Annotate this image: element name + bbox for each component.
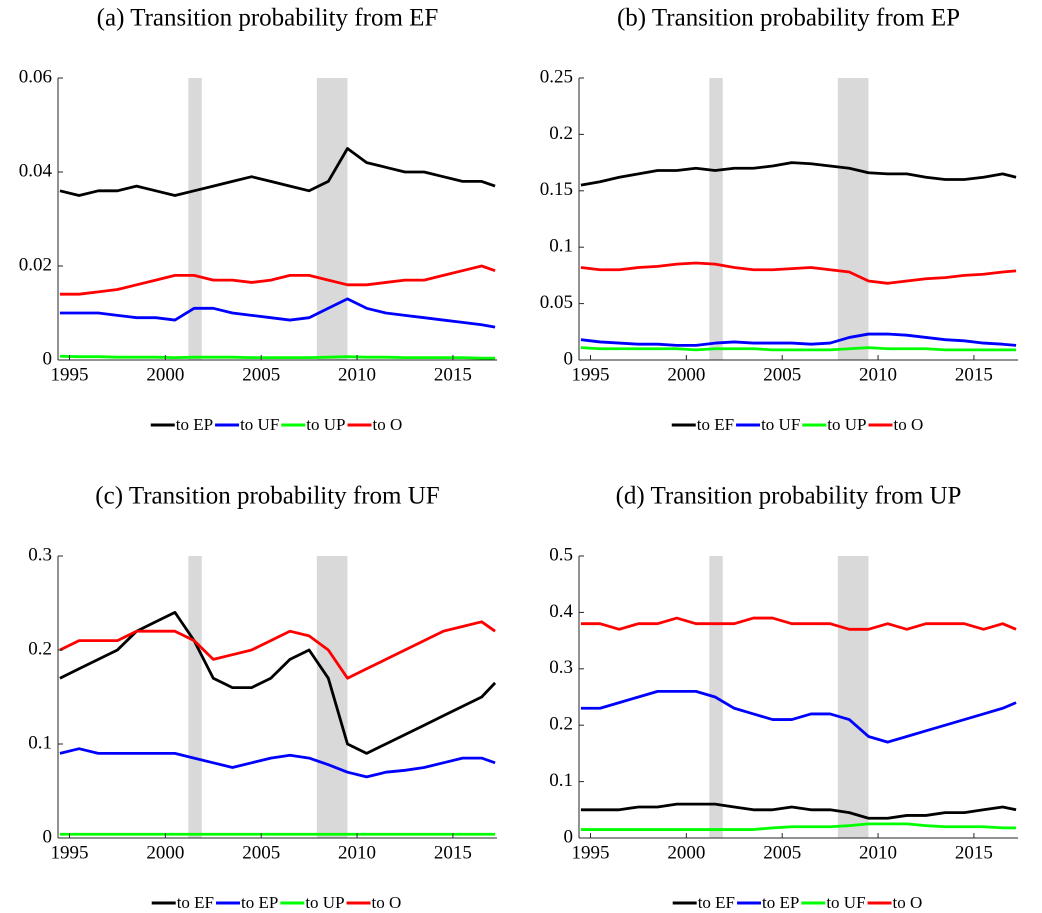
legend-label: to UP — [305, 893, 344, 912]
legend-label: to O — [372, 893, 402, 912]
y-tick-label: 0.2 — [28, 638, 52, 659]
series-line — [580, 822, 1017, 831]
series-line — [59, 611, 497, 755]
x-tick-label: 2010 — [859, 364, 897, 385]
x-tick-label: 1995 — [51, 842, 89, 863]
legend-label: to UP — [306, 415, 345, 434]
legend-label: to EP — [762, 893, 799, 912]
series-line — [59, 747, 496, 779]
y-tick-label: 0.4 — [549, 601, 573, 622]
series-line — [580, 332, 1017, 347]
y-tick-label: 0 — [564, 826, 574, 847]
x-tick-label: 2000 — [146, 364, 184, 385]
panel-title: (d) Transition probability from UP — [616, 483, 962, 510]
series-line — [580, 616, 1017, 631]
series-line — [580, 802, 1017, 820]
recession-band — [316, 78, 348, 360]
legend-label: to UF — [240, 415, 279, 434]
x-tick-label: 2000 — [667, 364, 705, 385]
x-tick-label: 2005 — [242, 364, 280, 385]
x-tick-label: 2000 — [146, 842, 184, 863]
y-tick-label: 0 — [564, 348, 574, 369]
x-tick-label: 2005 — [763, 842, 801, 863]
recession-band — [188, 78, 202, 360]
recession-band — [316, 556, 348, 838]
x-tick-label: 1995 — [51, 364, 89, 385]
series-line — [580, 346, 1017, 352]
legend-label: to EP — [241, 893, 278, 912]
legend-label: to O — [373, 415, 403, 434]
legend-label: to EF — [698, 893, 735, 912]
x-tick-label: 2015 — [955, 842, 993, 863]
y-tick-label: 0.06 — [19, 66, 52, 87]
legend-label: to EP — [176, 415, 213, 434]
panel-title: (b) Transition probability from EP — [617, 5, 960, 32]
y-tick-label: 0.1 — [549, 770, 573, 791]
series-line — [59, 264, 496, 296]
legend: to EF to EP to UP to O — [151, 893, 402, 912]
legend: to EP to UF to UP to O — [150, 415, 403, 434]
recession-band — [188, 556, 202, 838]
recession-band — [837, 556, 869, 838]
y-tick-label: 0.5 — [549, 544, 573, 565]
legend: to EF to EP to UF to O — [672, 893, 923, 912]
x-tick-label: 2000 — [667, 842, 705, 863]
legend-label: to UF — [761, 415, 800, 434]
x-tick-label: 1995 — [572, 842, 610, 863]
legend-label: to EF — [697, 415, 734, 434]
series-line — [580, 261, 1017, 285]
legend-label: to O — [894, 415, 924, 434]
y-tick-label: 0.02 — [19, 254, 52, 275]
y-tick-label: 0.3 — [549, 657, 573, 678]
y-tick-label: 0.04 — [19, 160, 53, 181]
y-tick-label: 0.1 — [549, 236, 573, 257]
panel-title: (c) Transition probability from UF — [95, 483, 439, 510]
panel: (b) Transition probability from EP 0 0.05 0… — [540, 5, 1018, 434]
y-tick-label: 0.2 — [549, 714, 573, 735]
y-tick-label: 0.15 — [540, 179, 573, 200]
legend-label: to UP — [827, 415, 866, 434]
y-tick-label: 0.05 — [540, 292, 573, 313]
x-tick-label: 2010 — [338, 364, 376, 385]
x-tick-label: 2010 — [859, 842, 897, 863]
y-tick-label: 0.1 — [28, 732, 52, 753]
panel: (c) Transition probability from UF 0 0.1 0.… — [28, 483, 497, 912]
series-line — [59, 354, 496, 360]
panel: (a) Transition probability from EF 0 0.02 0… — [19, 5, 497, 434]
legend-label: to O — [893, 893, 923, 912]
x-tick-label: 1995 — [572, 364, 610, 385]
y-tick-label: 0.2 — [549, 123, 573, 144]
series-line — [580, 161, 1017, 187]
y-tick-label: 0.25 — [540, 66, 573, 87]
legend-label: to EF — [177, 893, 214, 912]
series-line — [580, 689, 1017, 744]
x-tick-label: 2005 — [763, 364, 801, 385]
x-tick-label: 2005 — [242, 842, 280, 863]
x-tick-label: 2010 — [338, 842, 376, 863]
panel-title: (a) Transition probability from EF — [97, 5, 439, 32]
x-tick-label: 2015 — [955, 364, 993, 385]
y-tick-label: 0 — [43, 826, 53, 847]
legend: to EF to UF to UP to O — [671, 415, 924, 434]
y-tick-label: 0 — [43, 348, 53, 369]
legend-label: to UF — [826, 893, 865, 912]
x-tick-label: 2015 — [434, 842, 472, 863]
y-tick-label: 0.3 — [28, 544, 52, 565]
series-line — [59, 620, 496, 680]
recession-band — [837, 78, 869, 360]
recession-band — [709, 78, 723, 360]
series-line — [59, 297, 496, 329]
x-tick-label: 2015 — [434, 364, 472, 385]
series-line — [59, 147, 496, 197]
panel: (d) Transition probability from UP 0 0.1 0.… — [549, 483, 1018, 912]
